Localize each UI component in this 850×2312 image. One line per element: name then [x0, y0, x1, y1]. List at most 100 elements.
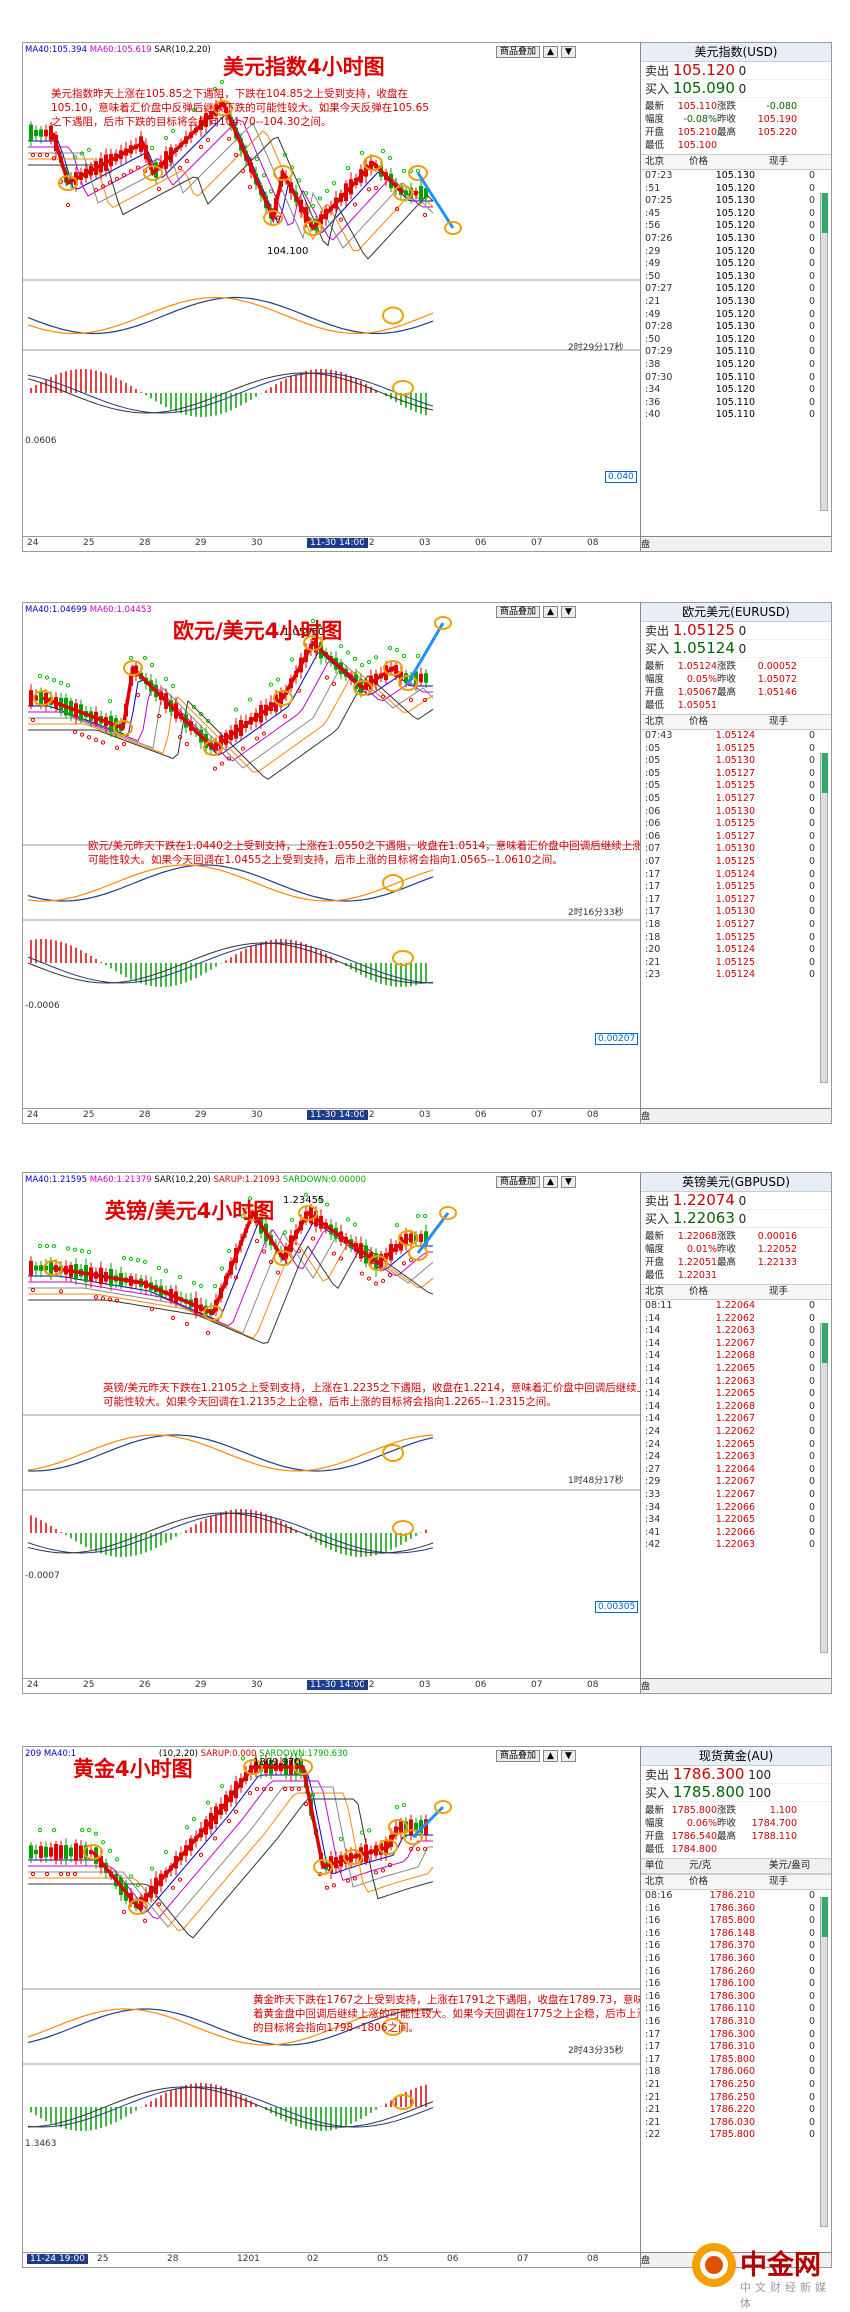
tick-price: 105.110	[715, 409, 755, 421]
sar-dot	[100, 1840, 106, 1845]
sar-dot	[163, 676, 169, 682]
down-button[interactable]: ▼	[560, 1176, 576, 1188]
tick-time: :16	[645, 2015, 661, 2027]
scroll-thumb[interactable]	[822, 1897, 828, 1937]
tick-time: :16	[645, 1965, 661, 1977]
tab-pan[interactable]: 盘	[641, 1112, 651, 1122]
stat-cell: 开盘	[645, 1257, 665, 1268]
swing-highlight-circle	[298, 1205, 318, 1221]
sar-dot	[247, 697, 253, 702]
sar-dot	[254, 1238, 260, 1244]
tab-pan[interactable]: 盘	[641, 1682, 651, 1692]
tick-row: :17 1786.310 0	[645, 2041, 827, 2054]
down-button[interactable]: ▼	[560, 46, 576, 58]
tab-pan[interactable]: 盘	[641, 540, 651, 550]
down-button[interactable]: ▼	[560, 1750, 576, 1762]
stat-cell: 0.05%	[686, 674, 717, 685]
scroll-thumb[interactable]	[822, 1323, 828, 1363]
sar-dot	[303, 631, 309, 636]
stat-cell: 昨收	[717, 1244, 737, 1255]
tick-volume: 0	[808, 270, 815, 282]
sar-dot	[338, 217, 344, 222]
down-button[interactable]: ▼	[560, 606, 576, 618]
overlay-button[interactable]: 商品叠加	[496, 606, 541, 618]
quote-sidebar: 欧元美元(EURUSD) 卖出 1.05125 0 买入 1.05124 0 最新 1.…	[640, 603, 831, 1123]
scrollbar[interactable]	[820, 1897, 828, 2227]
scrollbar[interactable]	[820, 753, 828, 1083]
stat-cell: 1786.540	[671, 1831, 717, 1842]
scrollbar[interactable]	[820, 1323, 828, 1653]
tick-price: 1.22065	[715, 1438, 755, 1450]
candle-body	[39, 691, 43, 705]
overlay-button[interactable]: 商品叠加	[496, 1750, 541, 1762]
scroll-thumb[interactable]	[822, 193, 828, 233]
oscillator-line	[27, 2008, 434, 2046]
tick-row: 07:28 105.130 0	[645, 321, 827, 334]
candle-body	[79, 1845, 83, 1859]
tick-row: :42 1.22063 0	[645, 1539, 827, 1552]
sell-price: 1.22074	[672, 1191, 735, 1209]
x-tick-label: 28	[167, 2254, 179, 2264]
x-tick-label: 11-30 14:00	[307, 538, 368, 548]
tick-header: 北京 价格 现手	[641, 154, 831, 170]
tick-row: :21 105.130 0	[645, 296, 827, 309]
tick-volume: 0	[808, 742, 815, 754]
tick-header-cell: 价格	[689, 1286, 709, 1297]
tick-header-cell: 价格	[689, 716, 709, 727]
x-tick-label: 1201	[237, 2254, 260, 2264]
sar-dot	[65, 1246, 71, 1251]
overlay-button[interactable]: 商品叠加	[496, 1176, 541, 1188]
up-button[interactable]: ▲	[543, 606, 558, 618]
sar-dot	[345, 1217, 351, 1222]
ma-legend: 209 MA40:1 (10,2,20) SARUP:0.000 SARDOWN…	[25, 1749, 348, 1759]
oscillator-line	[27, 296, 434, 335]
tick-volume: 0	[808, 358, 815, 370]
sar-dot	[135, 692, 141, 698]
tick-price: 1.05124	[715, 969, 755, 981]
tick-time: 07:30	[645, 371, 673, 383]
tick-row: :21 1786.220 0	[645, 2104, 827, 2117]
tick-time: :07	[645, 855, 661, 867]
swing-highlight-circle	[123, 660, 143, 676]
up-button[interactable]: ▲	[543, 1176, 558, 1188]
up-button[interactable]: ▲	[543, 46, 558, 58]
tick-row: :06 1.05125 0	[645, 818, 827, 831]
tick-volume: 0	[808, 1312, 815, 1324]
tick-time: :50	[645, 270, 661, 282]
chart-title: 英镑/美元4小时图	[105, 1199, 275, 1223]
sarup-label: SARUP:1.21093	[213, 1175, 281, 1185]
ma-legend: MA40:1.04699 MA60:1.04453	[25, 605, 152, 615]
macd-highlight-circle	[392, 380, 414, 396]
tab-pan[interactable]: 盘	[641, 2256, 651, 2266]
candle-body	[409, 1819, 413, 1835]
unit-row: 单位 元/克 美元/盎司	[641, 1858, 831, 1874]
tick-price: 1786.310	[709, 2041, 755, 2053]
overlay-button[interactable]: 商品叠加	[496, 46, 541, 58]
bottom-tabbar: 盘	[641, 2252, 831, 2267]
tick-volume: 0	[808, 232, 815, 244]
x-tick-label: 02	[363, 1110, 375, 1120]
candle-body	[34, 1849, 38, 1855]
scrollbar[interactable]	[820, 193, 828, 511]
macd-highlight-circle	[392, 950, 414, 966]
tick-row: :05 1.05125 0	[645, 780, 827, 793]
x-tick-label: 11-30 14:00	[307, 1680, 368, 1690]
tick-time: :05	[645, 792, 661, 804]
up-button[interactable]: ▲	[543, 1750, 558, 1762]
sar-dot	[254, 157, 260, 162]
tick-volume: 0	[808, 2015, 815, 2027]
sar-dot	[149, 1306, 155, 1311]
tick-price: 1.22064	[715, 1463, 755, 1475]
tick-volume: 0	[808, 245, 815, 257]
sell-label: 卖出	[645, 1768, 673, 1782]
sar-dot	[352, 1222, 358, 1227]
x-axis: 24 25 26 29 30 11-30 14:00 02 03 06 07 08	[23, 1678, 641, 1693]
x-tick-label: 29	[195, 538, 207, 548]
tick-row: :45 105.120 0	[645, 208, 827, 221]
tick-price: 105.120	[715, 358, 755, 370]
tick-row: :05 1.05127 0	[645, 768, 827, 781]
sar-dot	[380, 148, 386, 154]
scroll-thumb[interactable]	[822, 753, 828, 793]
sar-dot	[366, 659, 372, 665]
tick-volume: 0	[808, 2104, 815, 2116]
